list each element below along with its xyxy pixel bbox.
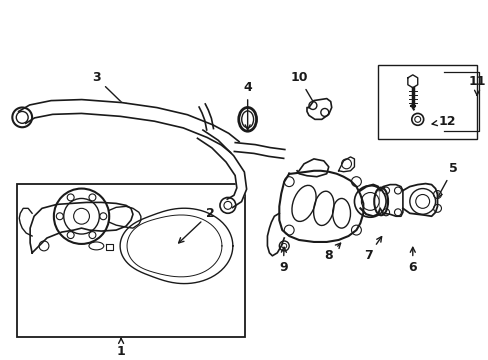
Bar — [377, 65, 476, 139]
Polygon shape — [338, 157, 354, 172]
Polygon shape — [297, 159, 328, 177]
Text: 11: 11 — [468, 75, 485, 95]
Polygon shape — [30, 202, 133, 253]
Text: 8: 8 — [324, 243, 340, 262]
Text: 9: 9 — [278, 247, 287, 274]
Polygon shape — [306, 99, 331, 120]
Polygon shape — [360, 185, 379, 216]
Text: 10: 10 — [290, 71, 316, 108]
Polygon shape — [234, 143, 284, 158]
Polygon shape — [19, 100, 239, 152]
Polygon shape — [197, 130, 246, 208]
Text: 4: 4 — [243, 81, 251, 130]
Polygon shape — [279, 171, 363, 242]
Polygon shape — [267, 213, 284, 256]
Polygon shape — [407, 75, 417, 88]
Polygon shape — [199, 104, 213, 130]
Bar — [17, 184, 244, 337]
Text: 3: 3 — [92, 71, 128, 108]
Polygon shape — [402, 184, 437, 216]
Polygon shape — [109, 206, 141, 228]
Polygon shape — [379, 185, 402, 216]
Text: 1: 1 — [117, 338, 125, 358]
Text: 7: 7 — [363, 237, 381, 262]
Text: 6: 6 — [407, 247, 416, 274]
Text: 12: 12 — [431, 115, 455, 128]
Polygon shape — [19, 208, 32, 236]
Text: 2: 2 — [178, 207, 214, 243]
Text: 5: 5 — [437, 162, 457, 198]
